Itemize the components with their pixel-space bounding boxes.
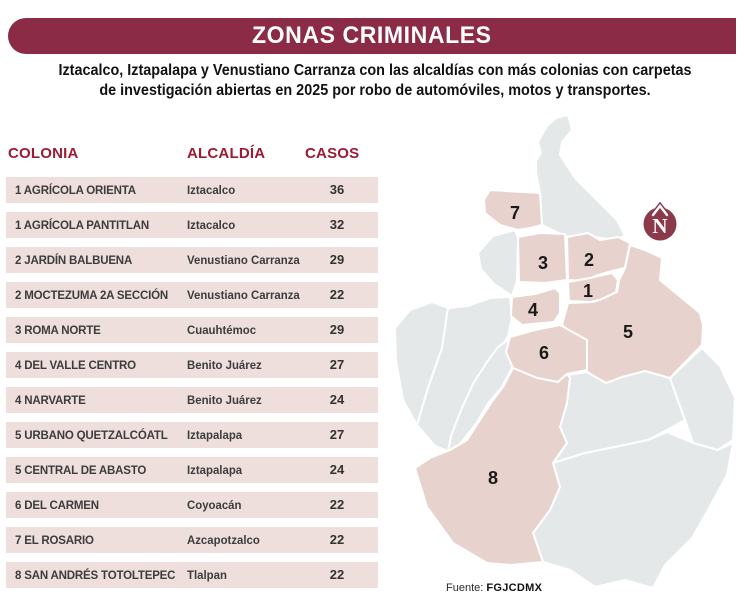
alcaldia-cell: Coyoacán	[187, 498, 242, 512]
map-zone-label-1: 1	[583, 281, 593, 301]
colonia-cell: 8 SAN ANDRÉS TOTOLTEPEC	[15, 568, 176, 582]
casos-cell: 22	[329, 567, 345, 582]
map-zone-5-iztapalapa	[561, 244, 704, 384]
alcaldia-cell: Tlalpan	[187, 568, 227, 582]
map-zone-4-benito-juarez	[510, 287, 561, 326]
map-zone-label-8: 8	[488, 468, 498, 488]
casos-cell: 27	[329, 357, 345, 372]
table-row: 5 CENTRAL DE ABASTO Iztapalapa 24	[6, 457, 378, 483]
alcaldia-cell: Iztapalapa	[187, 428, 243, 442]
source-value: FGJCDMX	[486, 582, 543, 594]
map-region-miguel-hidalgo	[477, 229, 519, 297]
map-zone-label-3: 3	[538, 253, 548, 273]
column-header-alcaldia: ALCALDÍA	[187, 145, 266, 162]
casos-cell: 36	[329, 182, 345, 197]
alcaldia-cell: Iztacalco	[187, 218, 236, 232]
table-row: 3 ROMA NORTE Cuauhtémoc 29	[6, 317, 378, 343]
subtitle-line-1: Iztacalco, Iztapalapa y Venustiano Carra…	[58, 62, 692, 79]
north-compass-icon: N	[643, 199, 677, 241]
table-row: 1 AGRÍCOLA ORIENTA Iztacalco 36	[6, 177, 378, 203]
casos-cell: 22	[329, 287, 345, 302]
map-zone-8-tlalpan	[414, 367, 571, 566]
table-row: 2 JARDÍN BALBUENA Venustiano Carranza 29	[6, 247, 378, 273]
map-zone-label-7: 7	[510, 203, 520, 223]
casos-cell: 29	[329, 322, 345, 337]
title-banner: ZONAS CRIMINALES	[8, 18, 736, 54]
colonia-cell: 5 CENTRAL DE ABASTO	[15, 463, 147, 477]
table-row: 2 MOCTEZUMA 2A SECCIÓN Venustiano Carran…	[6, 282, 378, 308]
colonia-cell: 1 AGRÍCOLA PANTITLAN	[15, 218, 149, 232]
casos-cell: 27	[329, 427, 345, 442]
source-line: Fuente: FGJCDMX	[446, 582, 542, 594]
colonia-cell: 6 DEL CARMEN	[15, 498, 99, 512]
alcaldia-cell: Cuauhtémoc	[187, 323, 257, 337]
colonia-cell: 5 URBANO QUETZALCÓATL	[15, 428, 168, 442]
map-zone-label-4: 4	[528, 300, 538, 320]
alcaldia-cell: Benito Juárez	[187, 358, 262, 372]
map-zone-label-5: 5	[623, 322, 633, 342]
subtitle: Iztacalco, Iztapalapa y Venustiano Carra…	[0, 61, 750, 101]
page-title: ZONAS CRIMINALES	[252, 22, 492, 49]
table-row: 4 DEL VALLE CENTRO Benito Juárez 27	[6, 352, 378, 378]
colonia-cell: 7 EL ROSARIO	[15, 533, 94, 547]
map-region-tlahuac	[669, 347, 736, 451]
map-zone-label-2: 2	[584, 250, 594, 270]
alcaldia-cell: Benito Juárez	[187, 393, 262, 407]
map-region-gustavo-a-madero	[535, 114, 626, 241]
table-row: 1 AGRÍCOLA PANTITLAN Iztacalco 32	[6, 212, 378, 238]
casos-cell: 29	[329, 252, 345, 267]
column-header-casos: CASOS	[305, 145, 360, 162]
map-zone-label-6: 6	[539, 343, 549, 363]
alcaldia-cell: Iztacalco	[187, 183, 236, 197]
alcaldia-cell: Venustiano Carranza	[187, 253, 300, 267]
crime-table: 1 AGRÍCOLA ORIENTA Iztacalco 36 1 AGRÍCO…	[6, 177, 378, 597]
table-row: 4 NARVARTE Benito Juárez 24	[6, 387, 378, 413]
source-label: Fuente:	[446, 582, 484, 594]
column-header-colonia: COLONIA	[8, 145, 79, 162]
alcaldia-cell: Azcapotzalco	[187, 533, 260, 547]
map-zone-7-azcapotzalco	[483, 189, 543, 231]
subtitle-line-2: de investigación abiertas en 2025 por ro…	[99, 82, 651, 99]
colonia-cell: 1 AGRÍCOLA ORIENTA	[15, 183, 136, 197]
colonia-cell: 4 NARVARTE	[15, 393, 86, 407]
table-row: 8 SAN ANDRÉS TOTOLTEPEC Tlalpan 22	[6, 562, 378, 588]
casos-cell: 24	[329, 462, 345, 477]
compass-north-letter: N	[652, 214, 667, 238]
colonia-cell: 2 MOCTEZUMA 2A SECCIÓN	[15, 288, 169, 302]
colonia-cell: 2 JARDÍN BALBUENA	[15, 253, 133, 267]
colonia-cell: 4 DEL VALLE CENTRO	[15, 358, 136, 372]
table-row: 6 DEL CARMEN Coyoacán 22	[6, 492, 378, 518]
alcaldia-cell: Venustiano Carranza	[187, 288, 300, 302]
table-row: 7 EL ROSARIO Azcapotzalco 22	[6, 527, 378, 553]
map-zone-2-venustiano-carranza	[566, 232, 631, 282]
table-row: 5 URBANO QUETZALCÓATL Iztapalapa 27	[6, 422, 378, 448]
casos-cell: 32	[329, 217, 345, 232]
casos-cell: 22	[329, 532, 345, 547]
cdmx-alcaldias-map: 7 3 2 1 4 5 6 8 N	[394, 114, 736, 589]
casos-cell: 24	[329, 392, 345, 407]
alcaldia-cell: Iztapalapa	[187, 463, 243, 477]
colonia-cell: 3 ROMA NORTE	[15, 323, 101, 337]
casos-cell: 22	[329, 497, 345, 512]
